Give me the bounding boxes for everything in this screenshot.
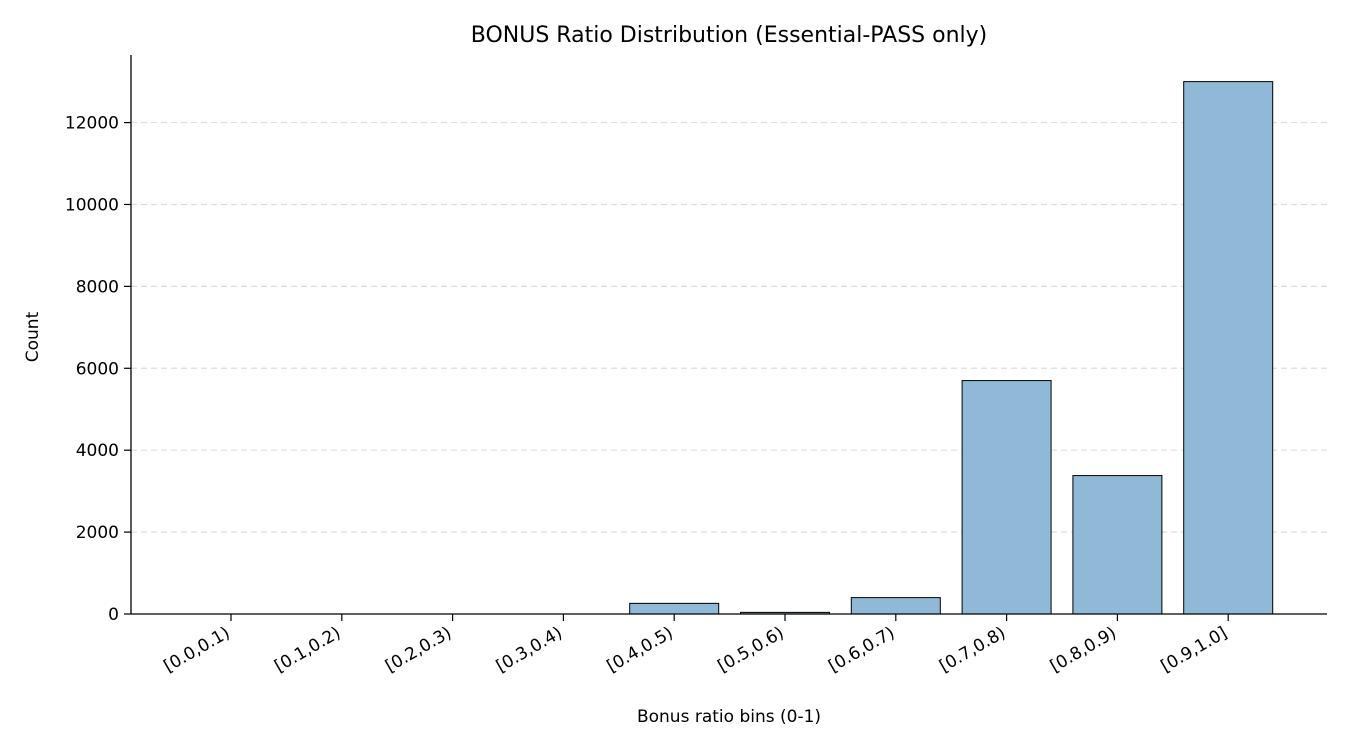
y-tick-label: 10000	[65, 195, 119, 215]
x-axis-label: Bonus ratio bins (0-1)	[637, 707, 821, 727]
x-tick-label: [0.4,0.5)	[604, 623, 677, 677]
bars-layer	[629, 81, 1274, 615]
y-tick-label: 6000	[76, 359, 119, 379]
y-tick-label: 8000	[76, 277, 119, 297]
bar	[850, 597, 941, 615]
bar	[1183, 81, 1274, 615]
x-tick-label: [0.6,0.7)	[825, 623, 898, 677]
y-tick-label: 12000	[65, 114, 119, 134]
bar	[961, 380, 1052, 615]
y-tick-label: 0	[108, 605, 119, 625]
y-tick-label: 2000	[76, 523, 119, 543]
x-tick-label: [0.2,0.3)	[382, 623, 455, 677]
x-ticks: [0.0,0.1) [0.1,0.2) [0.2,0.3) [0.3,0.4) [0.4…	[160, 614, 1231, 677]
x-tick-label: [0.1,0.2)	[271, 623, 344, 677]
x-tick-label: [0.7,0.8)	[936, 623, 1009, 677]
x-tick-label: [0.0,0.1)	[160, 623, 233, 677]
x-tick-label: [0.5,0.6)	[714, 623, 787, 677]
chart-title: BONUS Ratio Distribution (Essential-PASS…	[471, 23, 987, 48]
grid-layer	[131, 121, 1327, 533]
x-tick-label: [0.8,0.9)	[1047, 623, 1120, 677]
y-tick-label: 4000	[76, 441, 119, 461]
bar	[629, 602, 720, 615]
bar	[1072, 475, 1163, 615]
x-tick-label: [0.9,1.0]	[1158, 623, 1231, 677]
y-axis-label: Count	[23, 311, 43, 362]
x-tick-label: [0.3,0.4)	[493, 623, 566, 677]
y-ticks: 0 2000 4000 6000 8000 10000 12000	[65, 114, 131, 625]
